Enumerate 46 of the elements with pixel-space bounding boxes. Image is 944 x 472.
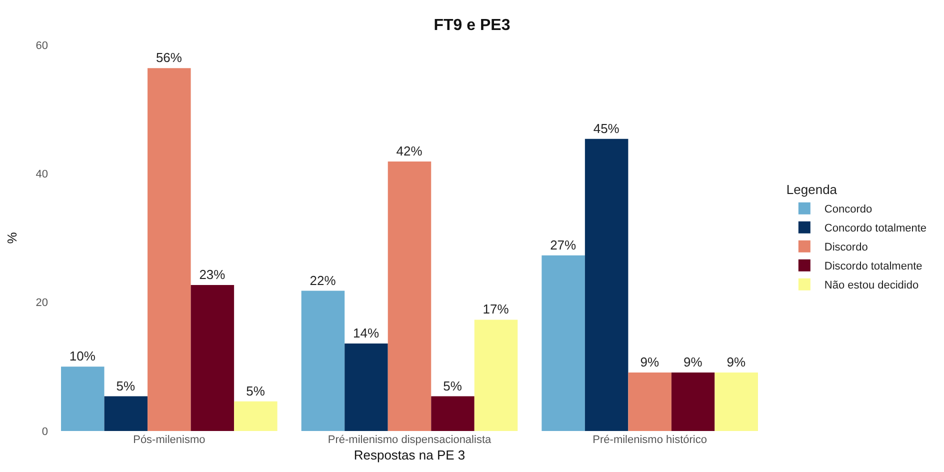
legend-label: Discordo totalmente xyxy=(824,260,922,273)
bar xyxy=(714,372,758,431)
data-label: 23% xyxy=(199,266,226,282)
legend-label: Não estou decidido xyxy=(824,280,919,292)
bar xyxy=(628,372,672,431)
bar xyxy=(104,396,148,431)
bar xyxy=(431,396,474,431)
bar xyxy=(671,372,715,431)
chart-title: FT9 e PE3 xyxy=(434,17,510,34)
data-label: 14% xyxy=(353,326,380,341)
data-label: 45% xyxy=(593,120,620,136)
data-label: 5% xyxy=(116,378,136,394)
legend-label: Concordo xyxy=(824,204,872,216)
legend-label: Discordo xyxy=(824,242,868,254)
bar xyxy=(584,138,628,431)
data-label: 27% xyxy=(550,237,577,252)
x-tick-label: Pré-milenismo histórico xyxy=(592,434,707,446)
bar xyxy=(542,255,585,431)
x-tick-label: Pós-milenismo xyxy=(133,434,206,446)
bar xyxy=(388,161,432,431)
bar xyxy=(61,366,104,431)
bar xyxy=(148,68,191,431)
bar xyxy=(301,290,345,431)
x-axis-title: Respostas na PE 3 xyxy=(354,448,466,463)
data-label: 9% xyxy=(726,354,746,370)
data-label: 5% xyxy=(246,383,266,398)
data-label: 22% xyxy=(310,272,336,288)
y-tick-label: 40 xyxy=(36,168,48,181)
y-tick-label: 0 xyxy=(42,426,48,438)
y-tick-label: 20 xyxy=(36,297,48,310)
data-label: 9% xyxy=(683,354,703,370)
legend-label: Concordo totalmente xyxy=(824,222,927,235)
data-label: 9% xyxy=(640,354,660,370)
bar xyxy=(234,401,278,431)
data-label: 56% xyxy=(156,50,182,66)
bar xyxy=(190,284,234,431)
legend-title: Legenda xyxy=(786,182,838,197)
data-label: 42% xyxy=(396,143,423,158)
bar xyxy=(344,344,388,431)
data-label: 17% xyxy=(482,302,510,317)
y-tick-label: 60 xyxy=(36,40,48,52)
x-tick-label: Pré-milenismo dispensacionalista xyxy=(328,434,492,446)
bar xyxy=(474,320,518,431)
data-label: 10% xyxy=(69,348,96,364)
data-label: 5% xyxy=(443,378,462,394)
y-axis-title: % xyxy=(4,232,20,244)
